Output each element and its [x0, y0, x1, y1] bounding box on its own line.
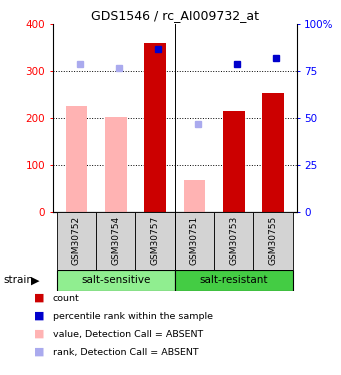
Text: percentile rank within the sample: percentile rank within the sample — [53, 312, 213, 321]
Bar — [214, 212, 253, 270]
Text: rank, Detection Call = ABSENT: rank, Detection Call = ABSENT — [53, 348, 198, 357]
Text: value, Detection Call = ABSENT: value, Detection Call = ABSENT — [53, 330, 203, 339]
Bar — [262, 93, 284, 212]
Bar — [57, 270, 175, 291]
Text: GSM30755: GSM30755 — [269, 216, 278, 265]
Text: GSM30754: GSM30754 — [111, 216, 120, 265]
Text: GSM30753: GSM30753 — [229, 216, 238, 265]
Text: GSM30752: GSM30752 — [72, 216, 81, 265]
Bar — [175, 270, 293, 291]
Text: ■: ■ — [34, 329, 45, 339]
Bar — [175, 212, 214, 270]
Text: ■: ■ — [34, 293, 45, 303]
Bar — [253, 212, 293, 270]
Title: GDS1546 / rc_AI009732_at: GDS1546 / rc_AI009732_at — [91, 9, 259, 22]
Bar — [57, 212, 96, 270]
Text: salt-sensitive: salt-sensitive — [81, 275, 150, 285]
Bar — [135, 212, 175, 270]
Bar — [223, 111, 244, 212]
Text: ▶: ▶ — [31, 275, 40, 285]
Text: salt-resistant: salt-resistant — [199, 275, 268, 285]
Text: ■: ■ — [34, 311, 45, 321]
Text: strain: strain — [3, 275, 33, 285]
Text: GSM30751: GSM30751 — [190, 216, 199, 265]
Bar — [65, 106, 87, 212]
Bar — [96, 212, 135, 270]
Text: ■: ■ — [34, 347, 45, 357]
Bar — [183, 180, 205, 212]
Text: GSM30757: GSM30757 — [151, 216, 160, 265]
Text: count: count — [53, 294, 79, 303]
Bar — [105, 117, 127, 212]
Bar — [144, 43, 166, 212]
